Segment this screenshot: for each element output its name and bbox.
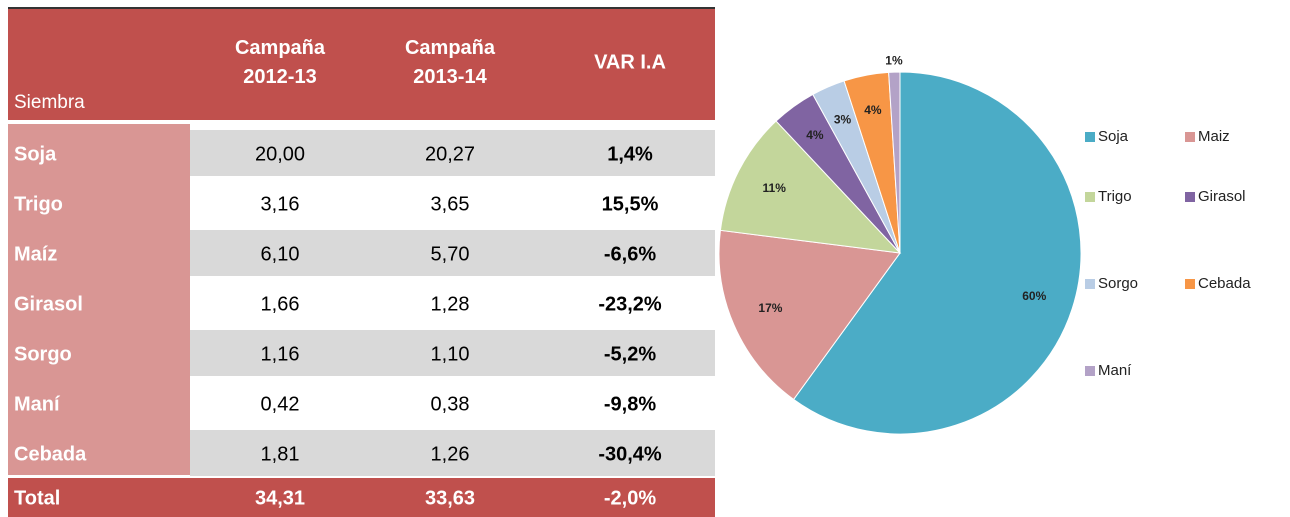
cell: 1,28	[431, 293, 470, 315]
total-bg	[8, 478, 715, 517]
cell: 0,38	[431, 393, 470, 415]
row-bg	[190, 330, 715, 376]
cell: 6,10	[261, 243, 300, 265]
cell: 3,65	[431, 193, 470, 215]
row-label: Sorgo	[14, 343, 72, 365]
data-label: 4%	[806, 128, 824, 142]
cell: -6,6%	[604, 243, 656, 265]
row-label: Cebada	[14, 443, 87, 465]
header-cell: 2013-14	[413, 66, 487, 88]
row-label-bg	[8, 274, 190, 325]
row-label: Girasol	[14, 293, 83, 315]
pie-slice	[792, 71, 1082, 435]
table-header-bg	[8, 8, 715, 120]
legend-label: Soja	[1098, 128, 1129, 145]
cell: -30,4%	[598, 443, 662, 465]
row-label-bg	[8, 174, 190, 225]
cell: 1,16	[261, 343, 300, 365]
row-label-bg	[8, 324, 190, 375]
pie-slice	[718, 229, 901, 401]
cell: 1,4%	[607, 143, 653, 165]
row-label-bg	[8, 224, 190, 275]
legend-swatch	[1085, 192, 1095, 202]
cell: -5,2%	[604, 343, 656, 365]
cell: 1,81	[261, 443, 300, 465]
cell: 20,00	[255, 143, 305, 165]
header-cell: VAR I.A	[594, 51, 666, 73]
row-bg	[190, 280, 715, 326]
legend-swatch	[1085, 279, 1095, 289]
row-bg	[190, 230, 715, 276]
legend-swatch	[1085, 366, 1095, 376]
row-label: Trigo	[14, 193, 63, 215]
row-label: Maní	[14, 393, 61, 415]
legend-label: Maní	[1098, 362, 1132, 379]
row-bg	[190, 130, 715, 176]
cell: 5,70	[431, 243, 470, 265]
row-bg	[190, 430, 715, 476]
row-bg	[190, 180, 715, 226]
cell: 3,16	[261, 193, 300, 215]
total-cell: 33,63	[425, 487, 475, 509]
data-label: 11%	[763, 181, 787, 195]
cell: 1,10	[431, 343, 470, 365]
row-bg	[190, 380, 715, 426]
row-label-bg	[8, 424, 190, 475]
row-label: Soja	[14, 143, 57, 165]
legend-swatch	[1185, 279, 1195, 289]
legend-label: Cebada	[1198, 275, 1251, 292]
data-label: 4%	[864, 103, 882, 117]
legend-swatch	[1185, 192, 1195, 202]
cell: 20,27	[425, 143, 475, 165]
total-cell: -2,0%	[604, 487, 656, 509]
header-cell: 2012-13	[243, 66, 316, 88]
data-label: 1%	[885, 53, 903, 67]
pie-slice	[719, 120, 902, 254]
header-cell: Campaña	[405, 37, 496, 59]
legend-swatch	[1085, 132, 1095, 142]
cell: 0,42	[261, 393, 300, 415]
cell: 1,26	[431, 443, 470, 465]
legend-label: Trigo	[1098, 188, 1132, 205]
total-cell: 34,31	[255, 487, 305, 509]
legend-label: Maiz	[1198, 128, 1230, 145]
row-label: Maíz	[14, 243, 57, 265]
data-label: 60%	[1022, 289, 1046, 303]
data-label: 3%	[834, 112, 852, 126]
cell: 1,66	[261, 293, 300, 315]
header-label: Siembra	[14, 92, 85, 113]
data-label: 17%	[758, 301, 782, 315]
total-cell: Total	[14, 487, 60, 509]
pie-slice	[888, 71, 901, 254]
legend-label: Girasol	[1198, 188, 1246, 205]
cell: -9,8%	[604, 393, 656, 415]
header-cell: Campaña	[235, 37, 326, 59]
cell: 15,5%	[602, 193, 659, 215]
row-label-bg	[8, 374, 190, 425]
cell: -23,2%	[598, 293, 662, 315]
row-label-bg	[8, 124, 190, 175]
legend-swatch	[1185, 132, 1195, 142]
legend-label: Sorgo	[1098, 275, 1138, 292]
